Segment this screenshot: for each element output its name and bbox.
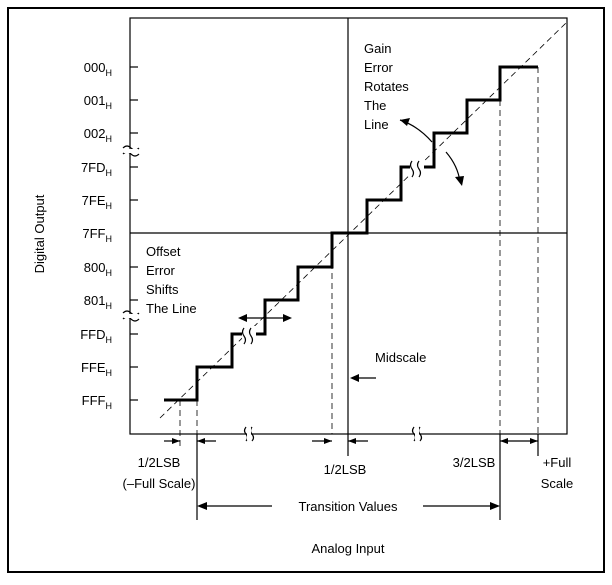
gain-error-line-1: Gain bbox=[364, 41, 391, 56]
x-label-half-lsb-mid: 1/2LSB bbox=[324, 462, 367, 477]
gain-arrow-down-head bbox=[455, 176, 464, 186]
y-label-001: 001H bbox=[84, 93, 112, 111]
y-axis-title: Digital Output bbox=[32, 194, 47, 273]
y-label-7fe: 7FEH bbox=[82, 193, 112, 211]
x-label-three-half-lsb: 3/2LSB bbox=[453, 455, 496, 470]
outer-border bbox=[7, 7, 605, 573]
offset-arrow-left-head bbox=[238, 314, 247, 322]
y-label-fff: FFFH bbox=[82, 393, 112, 411]
offset-error-line-1: Offset bbox=[146, 244, 181, 259]
x-axis-break-gap-right bbox=[415, 428, 419, 440]
gain-error-line-5: Line bbox=[364, 117, 389, 132]
offset-error-annotation: Offset Error Shifts The Line bbox=[146, 244, 197, 316]
gain-arrow-up-head bbox=[400, 118, 410, 126]
staircase-break-lower bbox=[241, 327, 254, 345]
y-label-7ff: 7FFH bbox=[82, 226, 112, 244]
x-label-full-scale-pos-line1: +Full bbox=[543, 455, 572, 470]
y-axis-break-gap-upper bbox=[124, 149, 138, 153]
gain-error-line-3: Rotates bbox=[364, 79, 409, 94]
y-axis-ticks bbox=[130, 66, 138, 401]
y-label-ffd: FFDH bbox=[80, 327, 112, 345]
x-label-half-lsb-left: 1/2LSB bbox=[138, 455, 181, 470]
y-label-002: 002H bbox=[84, 126, 112, 144]
y-axis-break-gap-lower bbox=[124, 314, 138, 318]
y-label-801: 801H bbox=[84, 293, 112, 311]
midscale-arrow-head bbox=[350, 374, 359, 382]
transition-values-label: Transition Values bbox=[299, 499, 398, 514]
y-label-ffe: FFEH bbox=[81, 360, 112, 378]
staircase-transfer-curve bbox=[164, 65, 538, 402]
y-label-800: 800H bbox=[84, 260, 112, 278]
staircase-break-upper bbox=[409, 160, 422, 178]
dimension-arrowheads bbox=[172, 438, 538, 510]
x-label-full-scale-pos-line2: Scale bbox=[541, 476, 574, 491]
gain-error-line-2: Error bbox=[364, 60, 394, 75]
gain-error-annotation: Gain Error Rotates The Line bbox=[364, 41, 409, 132]
y-label-000: 000H bbox=[84, 60, 112, 78]
x-label-full-scale-neg: (–Full Scale) bbox=[123, 476, 196, 491]
y-axis-labels: 000H 001H 002H 7FDH 7FEH 7FFH 800H 801H … bbox=[80, 60, 112, 411]
gain-error-line-4: The bbox=[364, 98, 386, 113]
y-label-7fd: 7FDH bbox=[81, 160, 112, 178]
offset-error-line-3: Shifts bbox=[146, 282, 179, 297]
x-axis-title: Analog Input bbox=[311, 541, 384, 556]
offset-error-line-2: Error bbox=[146, 263, 176, 278]
offset-error-line-4: The Line bbox=[146, 301, 197, 316]
transition-dashed-lines bbox=[179, 67, 539, 448]
offset-arrow-right-head bbox=[283, 314, 292, 322]
midscale-label: Midscale bbox=[375, 350, 426, 365]
x-axis-break-gap-left bbox=[247, 428, 251, 440]
